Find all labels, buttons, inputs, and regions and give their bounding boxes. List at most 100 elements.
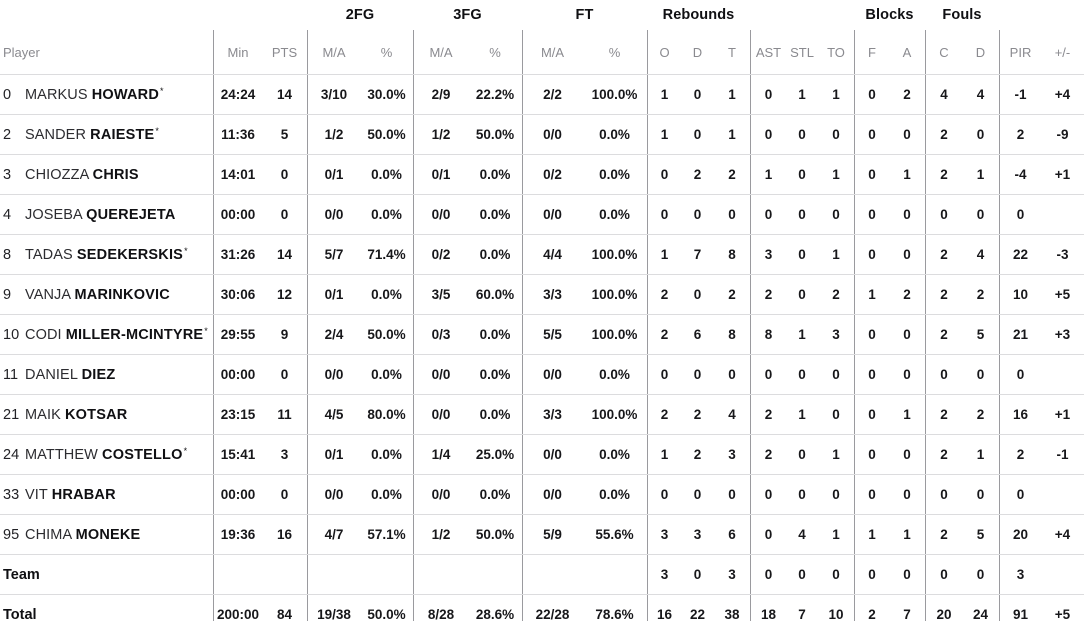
stat-pir: 2 <box>999 435 1041 474</box>
stat-fg2: 5/7 <box>307 235 360 274</box>
starter-indicator: * <box>184 245 188 256</box>
stat-ftp: 0.0% <box>599 367 630 382</box>
col-foul-d: D <box>975 44 986 60</box>
stat-bf: 0 <box>854 435 889 474</box>
stat-pts: 0 <box>280 367 289 382</box>
stat-pts: 9 <box>280 327 289 342</box>
stat-fg2p: 0.0% <box>371 207 402 222</box>
stat-fc: 4 <box>925 75 962 114</box>
stat-ft: 0/0 <box>522 435 582 474</box>
stat-stl: 1 <box>798 87 806 102</box>
group-fouls-label: Fouls <box>942 7 982 23</box>
stat-ba: 0 <box>903 367 911 382</box>
stat-fg2: 0/1 <box>307 155 360 194</box>
player-cell[interactable]: 3 CHIOZZA CHRIS <box>0 155 213 194</box>
stat-rt: 4 <box>728 407 736 422</box>
stat-min: 14:01 <box>213 155 262 194</box>
player-name[interactable]: MATTHEW COSTELLO* <box>25 445 188 463</box>
stat-fg3: 0/3 <box>413 315 468 354</box>
player-cell[interactable]: 2 SANDER RAIESTE* <box>0 115 213 154</box>
player-cell[interactable]: 33 VIT HRABAR <box>0 475 213 514</box>
starter-indicator: * <box>204 325 208 336</box>
stat-min: 200:00 <box>213 595 262 621</box>
stat-min: 00:00 <box>213 355 262 394</box>
stat-ba: 1 <box>903 527 911 542</box>
player-cell[interactable]: 10 CODI MILLER-MCINTYRE* <box>0 315 213 354</box>
stat-pir: 3 <box>999 555 1041 594</box>
player-cell: Team <box>0 555 213 594</box>
stat-ro: 0 <box>647 195 681 234</box>
starter-indicator: * <box>155 125 160 136</box>
player-name[interactable]: CODI MILLER-MCINTYRE* <box>25 325 208 343</box>
player-cell[interactable]: 4 JOSEBA QUEREJETA <box>0 195 213 234</box>
stat-stl: 0 <box>798 287 806 302</box>
stat-to: 0 <box>832 567 840 582</box>
stat-fd: 0 <box>976 567 985 582</box>
stat-pir: 0 <box>999 355 1041 394</box>
player-cell[interactable]: 11 DANIEL DIEZ <box>0 355 213 394</box>
stat-fg3p: 0.0% <box>479 247 511 262</box>
player-cell[interactable]: 8 TADAS SEDEKERSKIS* <box>0 235 213 274</box>
player-name[interactable]: VIT HRABAR <box>25 486 116 503</box>
jersey-number: 8 <box>3 246 12 263</box>
stat-ast: 3 <box>750 235 786 274</box>
col-min: Min <box>213 30 262 74</box>
stat-fd: 0 <box>976 127 985 142</box>
player-name[interactable]: MARKUS HOWARD* <box>25 85 164 103</box>
stat-min: 31:26 <box>213 235 262 274</box>
player-cell[interactable]: 24 MATTHEW COSTELLO* <box>0 435 213 474</box>
player-name[interactable]: JOSEBA QUEREJETA <box>25 206 176 223</box>
player-cell[interactable]: 21 MAIK KOTSAR <box>0 395 213 434</box>
stat-ft: 4/4 <box>522 235 582 274</box>
stat-fg2: 4/7 <box>307 515 360 554</box>
player-cell[interactable]: 0 MARKUS HOWARD* <box>0 75 213 114</box>
stat-fc: 2 <box>925 395 962 434</box>
stat-fg3: 1/2 <box>413 115 468 154</box>
stat-ft: 3/3 <box>522 275 582 314</box>
stat-pts: 84 <box>276 607 293 621</box>
stat-ba: 0 <box>903 247 911 262</box>
starter-indicator: * <box>160 85 164 96</box>
stat-ast: 0 <box>750 355 786 394</box>
stat-ftp: 0.0% <box>599 167 630 182</box>
stat-pir: 22 <box>999 235 1041 274</box>
stat-rt: 3 <box>728 447 736 462</box>
player-name[interactable]: VANJA MARINKOVIC <box>25 286 170 303</box>
col-reb-d: D <box>692 44 703 60</box>
stat-fg3: 0/0 <box>413 475 468 514</box>
jersey-number: 9 <box>3 286 12 303</box>
player-name[interactable]: TADAS SEDEKERSKIS* <box>25 245 188 263</box>
player-name[interactable]: DANIEL DIEZ <box>25 366 116 383</box>
stat-ftp: 100.0% <box>591 287 638 302</box>
stat-min: 00:00 <box>213 475 262 514</box>
stat-rd: 6 <box>693 327 702 342</box>
player-name[interactable]: CHIOZZA CHRIS <box>25 166 139 183</box>
stat-ba: 0 <box>903 567 911 582</box>
stat-fg2p: 57.1% <box>367 527 406 542</box>
stat-fd: 0 <box>976 207 985 222</box>
player-row: 0 MARKUS HOWARD* 24:24 14 3/10 30.0% 2/9 22.2% 2… <box>0 75 1084 115</box>
col-ft-ma: M/A <box>522 30 582 74</box>
stat-ast: 0 <box>750 555 786 594</box>
stat-fd: 4 <box>976 87 985 102</box>
stat-min: 19:36 <box>213 515 262 554</box>
stat-rt: 6 <box>728 527 736 542</box>
player-row: 9 VANJA MARINKOVIC 30:06 12 0/1 0.0% 3/5 60.0% 3… <box>0 275 1084 315</box>
stat-min <box>213 555 262 594</box>
stat-ba: 0 <box>903 487 911 502</box>
jersey-number: 11 <box>3 366 19 383</box>
stat-rd: 0 <box>693 127 702 142</box>
group-2fg-label: 2FG <box>345 7 375 23</box>
stat-bf: 1 <box>854 515 889 554</box>
stat-ro: 1 <box>647 75 681 114</box>
col-3fg-pct: % <box>489 44 501 60</box>
player-cell[interactable]: 9 VANJA MARINKOVIC <box>0 275 213 314</box>
player-name[interactable]: MAIK KOTSAR <box>25 406 128 423</box>
player-cell[interactable]: 95 CHIMA MONEKE <box>0 515 213 554</box>
col-ast: AST <box>750 30 786 74</box>
player-name[interactable]: CHIMA MONEKE <box>25 526 141 543</box>
stat-bf: 0 <box>854 115 889 154</box>
player-name[interactable]: SANDER RAIESTE* <box>25 125 160 143</box>
stat-rd: 2 <box>693 447 702 462</box>
stat-ast: 0 <box>750 195 786 234</box>
